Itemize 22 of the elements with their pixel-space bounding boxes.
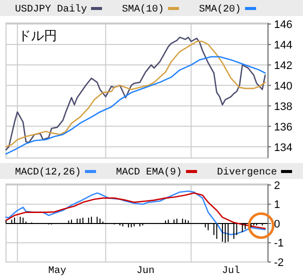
y-tick-label: 146 bbox=[274, 19, 292, 32]
legend-label: SMA(20) bbox=[199, 4, 242, 16]
y-tick-label: 134 bbox=[274, 142, 292, 154]
legend-label: USDJPY Daily bbox=[15, 4, 88, 16]
y-tick-label: 144 bbox=[274, 39, 292, 52]
y-tick-label: 138 bbox=[274, 100, 292, 113]
y-tick-label: -1 bbox=[274, 238, 284, 250]
legend-label: SMA(10) bbox=[122, 4, 164, 16]
y-tick-label: 2 bbox=[274, 180, 280, 192]
y-tick-label: 142 bbox=[274, 60, 292, 72]
y-tick-label: 1 bbox=[274, 199, 280, 212]
x-tick-label: Jun bbox=[136, 266, 155, 277]
chart-title: ドル円 bbox=[18, 28, 57, 43]
y-tick-label: 136 bbox=[274, 121, 292, 134]
y-tick-label: 140 bbox=[274, 80, 292, 92]
y-tick-label: -2 bbox=[274, 257, 284, 269]
legend-label: MACD EMA(9) bbox=[116, 166, 182, 178]
legend-label: MACD(12,26) bbox=[15, 166, 82, 178]
x-tick-label: Jul bbox=[222, 265, 240, 277]
legend-label: Divergence bbox=[217, 166, 278, 178]
x-tick-label: May bbox=[48, 266, 66, 277]
y-tick-label: 0 bbox=[274, 218, 280, 230]
